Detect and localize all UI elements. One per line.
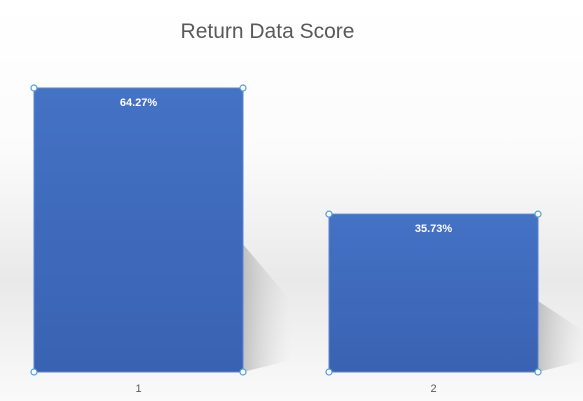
selection-handle[interactable] bbox=[534, 210, 542, 218]
selection-handle[interactable] bbox=[325, 368, 333, 376]
bar-shadow bbox=[538, 300, 583, 372]
selection-handle[interactable] bbox=[239, 368, 247, 376]
selection-handle[interactable] bbox=[239, 84, 247, 92]
x-tick-label: 1 bbox=[135, 383, 141, 395]
bar-2[interactable] bbox=[328, 213, 539, 373]
selection-handle[interactable] bbox=[30, 84, 38, 92]
chart-title: Return Data Score bbox=[180, 20, 355, 43]
selection-handle[interactable] bbox=[325, 210, 333, 218]
data-label-2: 35.73% bbox=[415, 223, 453, 235]
selection-handle[interactable] bbox=[30, 368, 38, 376]
bar-1[interactable] bbox=[33, 87, 244, 373]
x-tick-label: 2 bbox=[430, 383, 436, 395]
bar-shadow bbox=[243, 244, 291, 372]
data-label-1: 64.27% bbox=[120, 97, 158, 109]
selection-handle[interactable] bbox=[534, 368, 542, 376]
